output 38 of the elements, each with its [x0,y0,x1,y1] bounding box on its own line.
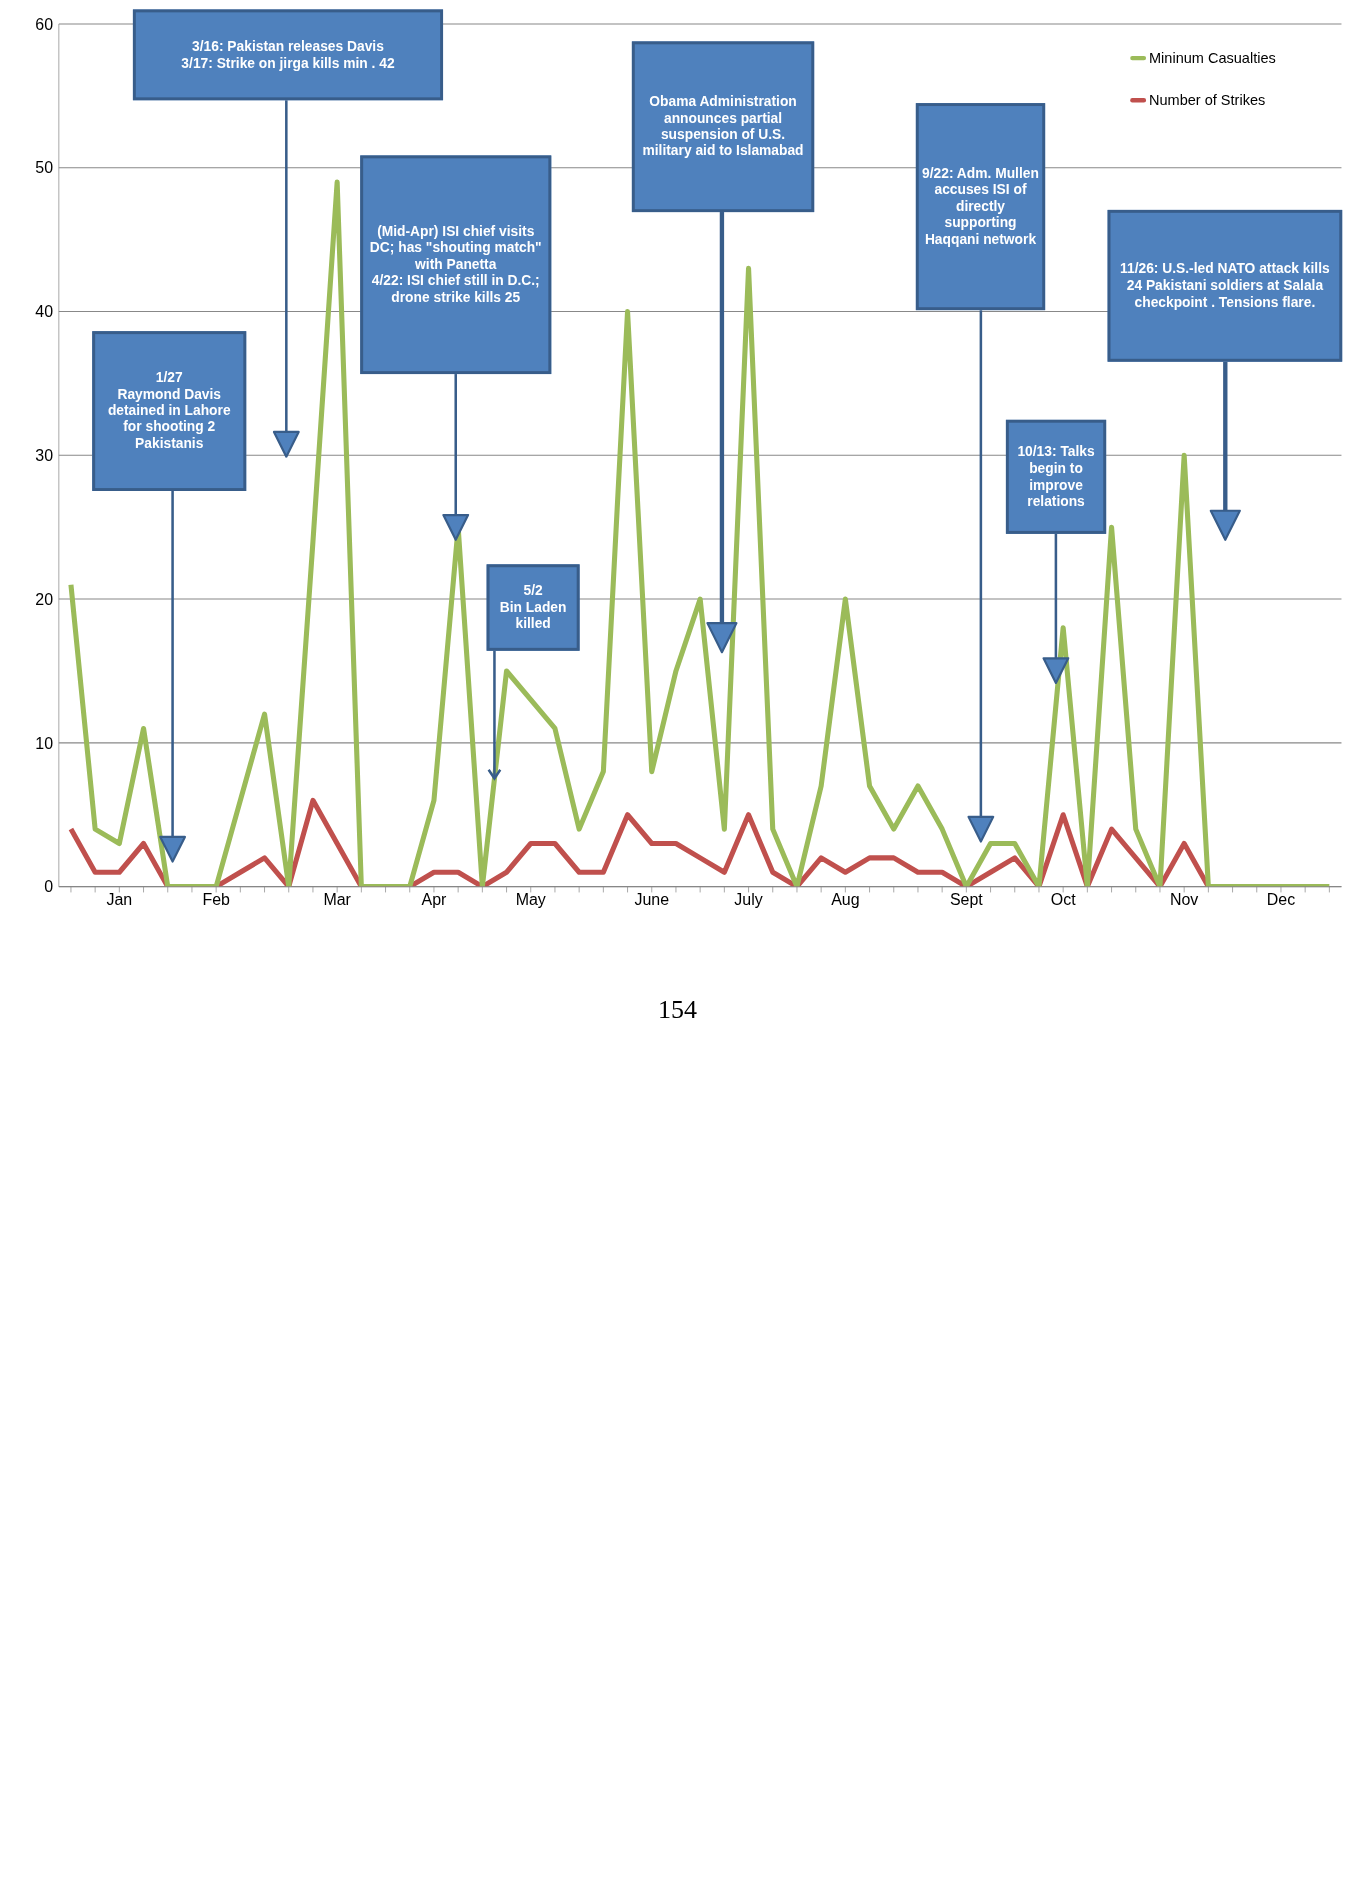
x-tick-label: May [515,891,546,909]
y-tick-label: 30 [35,446,54,464]
annotation: (Mid-Apr) ISI chief visits DC; has "shouting match" with Panetta 4/22: ISI chief still in D.C.; drone strike kills 25 [368,223,543,307]
y-tick-label: 60 [35,15,54,33]
x-tick-label: Oct [1050,891,1077,909]
callout-box: 5/2 Bin Laden killed [486,564,580,651]
x-tick-label: Dec [1266,891,1296,909]
y-tick-label: 20 [35,590,54,608]
x-tick-label: Mar [323,891,352,909]
annotation: 10/13: Talks begin to improve relations [1016,443,1096,510]
callout-box: 1/27 Raymond Davis detained in Lahore for shooting 2 Pakistanis [92,331,247,491]
annotation: 1/27 Raymond Davis detained in Lahore for shooting 2 Pakistanis [106,369,232,453]
x-tick-label: Aug [831,891,860,909]
y-tick-label: 40 [35,303,54,321]
y-tick-label: 0 [44,878,54,896]
callout-box: 9/22: Adm. Mullen accuses ISI of directly supporting Haqqani network [915,103,1046,311]
x-tick-label: Jan [106,891,133,909]
text: 154 [658,994,697,1024]
annotation: Obama Administration announces partial suspension of U.S. military aid to Islamabad [641,93,805,160]
x-tick-label: Apr [421,891,448,909]
annotation: 11/26: U.S.-led NATO attack kills 24 Pakistani soldiers at Salala checkpoint . Tensions flare. [1119,260,1331,311]
annotation: 5/2 Bin Laden killed [498,582,568,633]
callout-box: Obama Administration announces partial suspension of U.S. military aid to Islamabad [631,41,815,213]
legend-label: Mininum Casualties [1149,49,1276,67]
y-tick-label: 10 [35,734,54,752]
callout-box: 3/16: Pakistan releases Davis 3/17: Strike on jirga kills min . 42 [132,9,444,101]
x-tick-label: Nov [1169,891,1199,909]
x-tick-label: Sept [949,891,984,909]
x-tick-label: July [734,891,763,909]
callout-box: (Mid-Apr) ISI chief visits DC; has "shouting match" with Panetta 4/22: ISI chief still in D.C.; drone strike kills 25 [360,155,552,375]
callout-box: 10/13: Talks begin to improve relations [1005,419,1107,534]
y-tick-label: 50 [35,159,54,177]
x-tick-label: Feb [202,891,231,909]
legend-label: Number of Strikes [1149,91,1266,109]
x-tick-label: June [634,891,670,909]
annotation: 9/22: Adm. Mullen accuses ISI of directly supporting Haqqani network [921,165,1040,249]
annotation: 3/16: Pakistan releases Davis 3/17: Strike on jirga kills min . 42 [181,38,395,72]
callout-box: 11/26: U.S.-led NATO attack kills 24 Pakistani soldiers at Salala checkpoint . Tensions flare. [1107,209,1343,362]
